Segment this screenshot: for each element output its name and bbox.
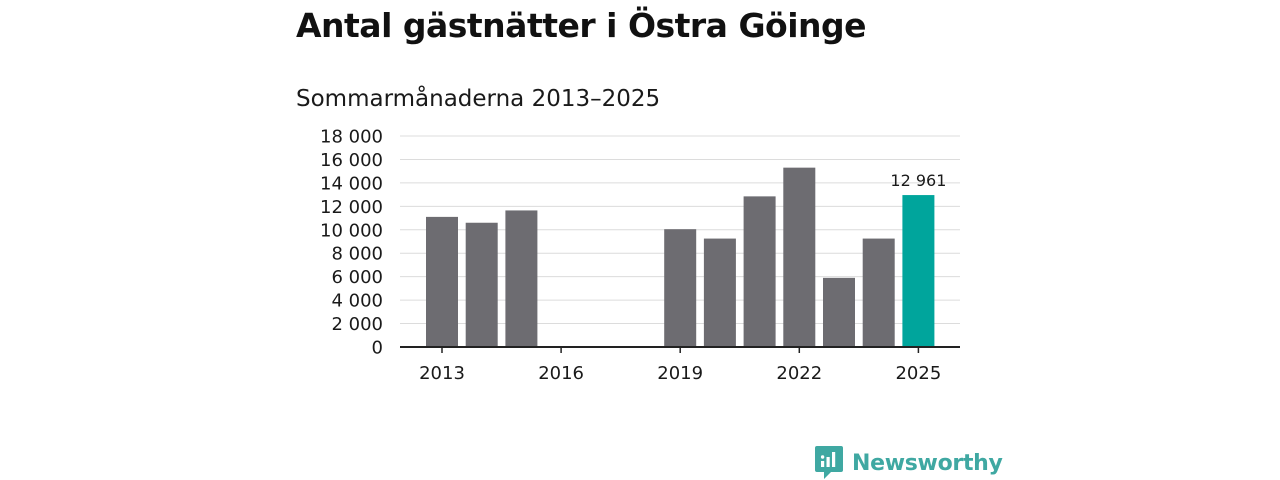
bar	[703, 238, 736, 347]
bars	[426, 167, 935, 347]
bar	[426, 216, 458, 347]
bar	[743, 196, 776, 347]
data-labels: 12 961	[890, 171, 946, 190]
y-tick-label: 2 000	[331, 314, 383, 335]
brand-logo: Newsworthy	[815, 446, 1003, 480]
newsworthy-logo-icon	[815, 446, 843, 479]
y-tick-label: 18 000	[320, 127, 383, 148]
bar	[465, 222, 498, 347]
x-tick-label: 2025	[895, 363, 941, 384]
y-tick-label: 8 000	[331, 244, 383, 265]
y-tick-label: 14 000	[320, 173, 383, 194]
y-tick-label: 16 000	[320, 150, 383, 171]
bar	[664, 229, 697, 347]
bar	[505, 210, 538, 347]
bar	[823, 277, 855, 347]
brand-name: Newsworthy	[852, 450, 1003, 476]
x-tick-label: 2022	[776, 363, 822, 384]
chart-title: Antal gästnätter i Östra Göinge	[296, 6, 867, 45]
x-tick-label: 2013	[419, 363, 465, 384]
y-tick-label: 0	[372, 338, 383, 359]
bar	[902, 195, 935, 347]
data-label: 12 961	[890, 171, 946, 190]
x-tick-label: 2016	[538, 363, 584, 384]
bar	[783, 167, 816, 347]
y-tick-label: 4 000	[331, 291, 383, 312]
y-tick-label: 6 000	[331, 267, 383, 288]
bar	[862, 238, 895, 347]
x-tick-label: 2019	[657, 363, 703, 384]
x-axis-ticks: 2013 2016 2019 2022 2025	[419, 347, 941, 384]
y-tick-label: 12 000	[320, 197, 383, 218]
chart-subtitle: Sommarmånaderna 2013–2025	[296, 86, 661, 112]
y-tick-label: 10 000	[320, 220, 383, 241]
